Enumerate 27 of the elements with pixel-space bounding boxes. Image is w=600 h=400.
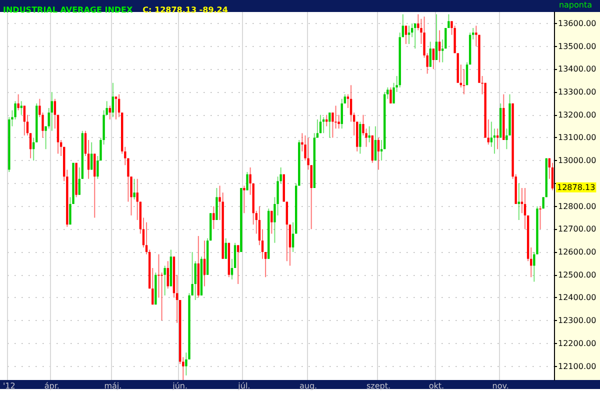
x-tick-label: szept. — [366, 382, 391, 390]
text: 12878.13 — [557, 182, 596, 192]
x-tick-label: ápr. — [44, 382, 60, 390]
x-tick-label: okt. — [428, 382, 444, 390]
x-tick-label: máj. — [104, 382, 122, 390]
y-tick-label: 12100.00 — [558, 362, 596, 371]
y-tick-label: 13100.00 — [558, 133, 596, 142]
x-tick-label: jún. — [172, 382, 188, 390]
x-tick-label: aug. — [299, 382, 318, 390]
text: naponta — [558, 0, 592, 10]
y-tick-label: 13400.00 — [558, 64, 596, 74]
x-tick-label: nov. — [492, 382, 509, 390]
y-tick-label: 12700.00 — [558, 224, 596, 234]
y-tick-label: 12500.00 — [558, 270, 596, 280]
y-tick-label: 13500.00 — [558, 42, 596, 51]
x-tick-label: '12 — [2, 382, 16, 390]
y-tick-label: 13600.00 — [558, 18, 596, 28]
y-tick-label: 12800.00 — [558, 202, 596, 211]
y-tick-label: 12600.00 — [558, 248, 596, 256]
x-tick-label: júl. — [237, 382, 250, 390]
y-tick-label: 12400.00 — [558, 293, 596, 302]
y-tick-label: 12300.00 — [558, 316, 596, 326]
y-tick-label: 13000.00 — [558, 156, 596, 166]
y-tick-label: 13300.00 — [558, 88, 596, 96]
y-tick-label: 13200.00 — [558, 110, 596, 120]
y-tick-label: 12200.00 — [558, 338, 596, 348]
candlestick — [444, 28, 447, 50]
